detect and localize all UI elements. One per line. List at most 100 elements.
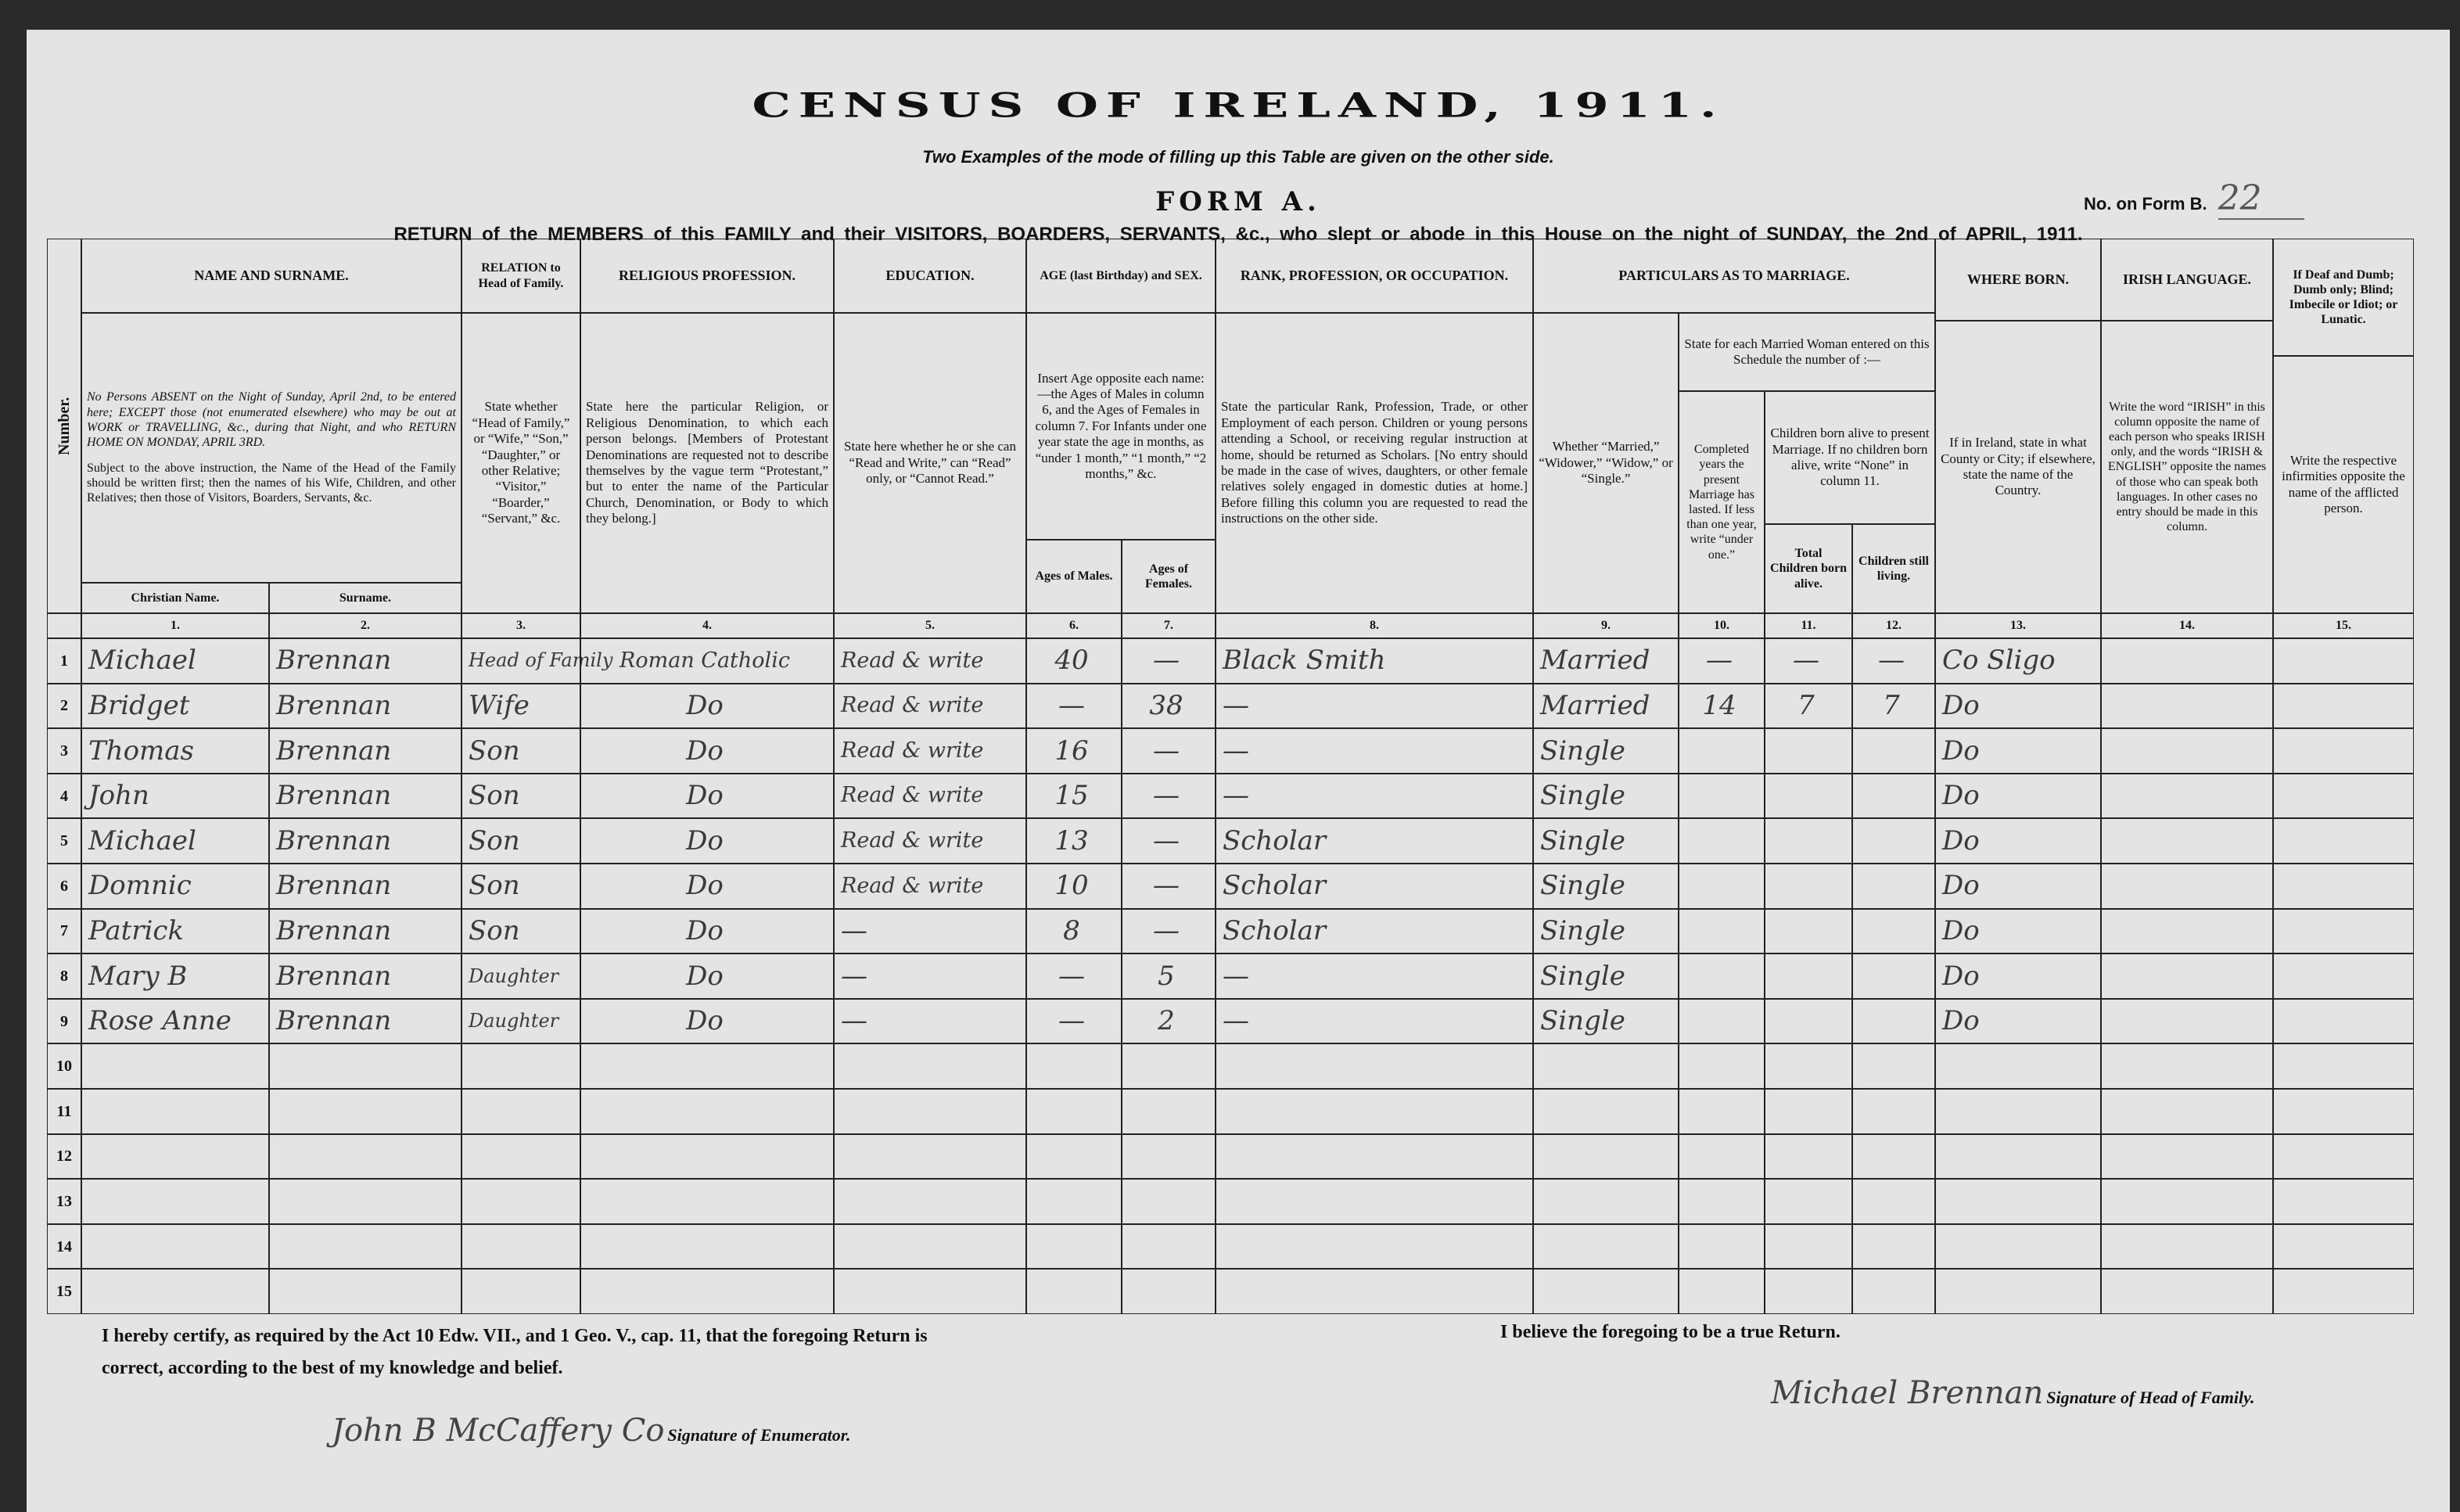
cell-infirmity <box>2273 683 2414 729</box>
cell-christian-name <box>81 1179 269 1224</box>
cell-age-male <box>1026 1133 1122 1180</box>
header-relation-instructions: State whether “Head of Family,” or “Wife… <box>461 313 580 613</box>
cell-age-female <box>1122 1089 1216 1134</box>
cell-irish-language <box>2101 638 2273 684</box>
cell-years-married <box>1679 864 1765 909</box>
head-signature: Michael Brennan <box>1771 1375 2044 1411</box>
cell-religion: Do <box>580 773 834 819</box>
cell-years-married <box>1679 1043 1765 1089</box>
cell-religion: Roman Catholic <box>580 638 834 684</box>
header-ages-females: Ages of Females. <box>1122 540 1216 613</box>
cell-children-living <box>1852 864 1935 909</box>
cell-relation: Head of Family <box>461 638 612 684</box>
cell-age-female <box>1122 1269 1216 1314</box>
cell-children-living <box>1852 1269 1935 1314</box>
cell-religion <box>580 1223 834 1270</box>
cell-relation: Son <box>461 773 580 819</box>
column-number: 7. <box>1122 613 1216 638</box>
header-occupation-instructions: State the particular Rank, Profession, T… <box>1216 313 1533 613</box>
header-ages-males: Ages of Males. <box>1026 540 1122 613</box>
cell-education <box>834 1133 1026 1180</box>
cell-occupation <box>1216 1223 1533 1270</box>
header-total-children: Total Children born alive. <box>1765 524 1852 613</box>
header-where-born: WHERE BORN. <box>1935 239 2101 321</box>
row-number: 8 <box>47 954 81 999</box>
cell-age-female: — <box>1122 864 1216 909</box>
cell-religion <box>580 1269 834 1314</box>
cell-infirmity <box>2273 864 2414 909</box>
header-religion: RELIGIOUS PROFESSION. <box>580 239 834 313</box>
column-number: 3. <box>461 613 580 638</box>
cell-surname <box>269 1089 461 1134</box>
cell-years-married: 14 <box>1679 683 1765 729</box>
cell-infirmity <box>2273 773 2414 819</box>
cell-children-living <box>1852 1223 1935 1270</box>
row-number: 12 <box>47 1133 81 1180</box>
form-b-label: No. on Form B. <box>2084 194 2207 214</box>
cell-christian-name: Michael <box>81 638 269 684</box>
cell-marriage-status <box>1533 1269 1679 1314</box>
cell-irish-language <box>2101 1133 2273 1180</box>
cell-education: Read & write <box>834 638 1026 684</box>
row-number: 6 <box>47 864 81 909</box>
cell-age-female: 38 <box>1122 683 1216 729</box>
cell-years-married <box>1679 1179 1765 1224</box>
cell-children-living: 7 <box>1852 683 1935 729</box>
row-number: 4 <box>47 773 81 819</box>
column-number: 12. <box>1852 613 1935 638</box>
cell-occupation <box>1216 1179 1533 1224</box>
cell-age-male: 8 <box>1026 908 1122 954</box>
cell-age-female <box>1122 1133 1216 1180</box>
header-surname: Surname. <box>269 583 461 613</box>
cell-irish-language <box>2101 773 2273 819</box>
cell-age-male: 40 <box>1026 638 1122 684</box>
cell-total-children <box>1765 1043 1852 1089</box>
certification-text: I hereby certify, as required by the Act… <box>102 1320 986 1385</box>
column-number: 2. <box>269 613 461 638</box>
header-name-instructions: No Persons ABSENT on the Night of Sunday… <box>81 313 461 583</box>
cell-relation: Daughter <box>461 954 580 999</box>
cell-occupation: Black Smith <box>1216 638 1533 684</box>
cell-education <box>834 1089 1026 1134</box>
cell-age-female <box>1122 1223 1216 1270</box>
header-name: NAME AND SURNAME. <box>81 239 461 313</box>
header-christian-name: Christian Name. <box>81 583 269 613</box>
cell-relation: Son <box>461 908 580 954</box>
cell-christian-name: John <box>81 773 269 819</box>
cell-total-children <box>1765 773 1852 819</box>
cell-irish-language <box>2101 728 2273 774</box>
cell-surname: Brennan <box>269 864 461 909</box>
form-subtitle: Two Examples of the mode of filling up t… <box>922 147 1554 167</box>
cell-where-born <box>1935 1269 2101 1314</box>
header-marriage-status: Whether “Married,” “Widower,” “Widow,” o… <box>1533 313 1679 613</box>
cell-years-married <box>1679 908 1765 954</box>
cell-surname: Brennan <box>269 954 461 999</box>
row-number: 10 <box>47 1043 81 1089</box>
cell-christian-name: Bridget <box>81 683 269 729</box>
cell-occupation: Scholar <box>1216 818 1533 864</box>
cell-relation <box>461 1089 580 1134</box>
cell-where-born: Do <box>1935 683 2101 729</box>
cell-irish-language <box>2101 818 2273 864</box>
cell-children-living <box>1852 998 1935 1044</box>
cell-religion <box>580 1133 834 1180</box>
cell-marriage-status: Single <box>1533 773 1679 819</box>
column-number: 1. <box>81 613 269 638</box>
cell-occupation <box>1216 1089 1533 1134</box>
column-number: 5. <box>834 613 1026 638</box>
row-number: 15 <box>47 1269 81 1314</box>
name-instruction-order: Subject to the above instruction, the Na… <box>87 462 456 505</box>
header-where-born-instructions: If in Ireland, state in what County or C… <box>1935 321 2101 613</box>
cell-years-married: — <box>1679 638 1765 684</box>
cell-infirmity <box>2273 728 2414 774</box>
cell-relation: Son <box>461 728 580 774</box>
cell-where-born: Do <box>1935 864 2101 909</box>
cell-irish-language <box>2101 864 2273 909</box>
form-b-number: No. on Form B. 22 <box>2084 178 2304 220</box>
enumerator-signature: John B McCaffery Co <box>332 1413 665 1449</box>
cell-total-children <box>1765 998 1852 1044</box>
cell-age-female: — <box>1122 773 1216 819</box>
cell-children-living <box>1852 818 1935 864</box>
cell-total-children <box>1765 908 1852 954</box>
cell-marriage-status: Single <box>1533 728 1679 774</box>
